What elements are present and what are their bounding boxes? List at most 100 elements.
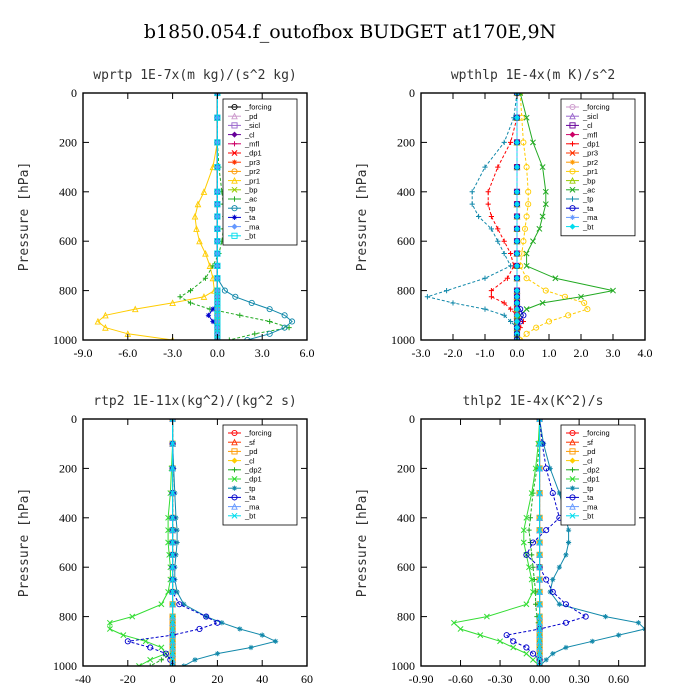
data-point [520,539,527,546]
data-point [169,656,176,663]
legend-marker [569,186,576,193]
data-point [536,225,543,232]
data-point [529,650,537,657]
data-point [536,650,543,657]
data-point [536,601,543,608]
legend-entry: _forcing [566,103,610,112]
data-point [165,539,172,546]
data-point [259,632,265,638]
legend-marker [231,438,238,446]
data-point [147,663,153,666]
data-point [194,200,202,208]
data-point [529,539,537,546]
x-tick-label: 0.60 [608,672,629,686]
legend-label: _bp [582,176,596,185]
data-point [169,625,176,632]
legend-label: _ta [244,213,256,222]
legend-label: _cl [244,456,255,465]
data-point [169,588,176,595]
data-point [174,527,180,533]
legend-label: _ta [244,493,256,502]
legend-label: _dp1 [244,475,262,484]
legend-label: _pd [244,112,258,121]
data-point [543,657,549,663]
data-point [578,293,584,300]
data-point [477,632,484,639]
legend-marker [569,457,576,464]
data-point [203,613,210,620]
legend-label: _ma [582,213,598,222]
legend-entry: _cl [566,456,593,465]
data-point [536,440,543,447]
legend-entry: _forcing [228,429,272,438]
data-point [169,613,176,620]
data-point [488,226,494,232]
legend-box [222,98,298,246]
legend-label: _bp [244,186,258,195]
legend-label: _forcing [582,429,610,438]
y-axis-label: Pressure [hPa] [17,162,32,272]
legend-marker [569,223,576,230]
y-axis-label: Pressure [hPa] [17,488,32,598]
legend-marker [231,168,238,175]
data-point [485,189,491,195]
data-point [129,613,136,620]
legend-marker [231,186,238,193]
data-point [169,632,176,639]
x-tick-label: -9.0 [74,346,93,360]
data-point [552,275,559,282]
data-point [266,306,273,313]
x-tick-label: -20 [120,672,136,686]
data-point [536,632,543,639]
data-point [523,306,530,313]
data-point [169,299,176,306]
legend-entry: _bt [566,222,594,231]
data-point [248,644,254,651]
data-point [513,250,521,257]
x-tick-label: 0.0 [510,346,525,360]
data-point [536,638,543,645]
data-point [169,527,176,534]
data-point [169,644,176,651]
x-tick-label: 60 [301,672,313,686]
legend-marker [231,232,238,239]
x-tick-label: 3.0 [606,346,621,360]
legend-entry: _ac [566,186,595,195]
legend-entry: _dp2 [228,466,262,475]
legend-marker [231,502,238,510]
plot-area [106,419,279,666]
y-axis-label: Pressure [hPa] [355,162,370,272]
series-bt [214,93,221,340]
data-point [501,312,507,318]
data-point [214,114,221,121]
data-point [531,576,537,583]
data-point [136,663,142,666]
y-tick-label: 0 [71,86,77,100]
legend-entry: _pr3 [566,149,598,158]
data-point [523,650,530,657]
legend-entry: _pr2 [566,158,598,167]
data-point [450,619,457,626]
legend-entry: _sf [228,438,256,447]
data-point [508,250,514,257]
data-point [174,539,180,546]
y-tick-label: 600 [397,234,415,248]
data-point [581,299,588,307]
y-tick-label: 200 [397,461,415,475]
legend-entry: _bt [566,512,594,521]
data-point [520,139,527,146]
legend-label: _dp1 [582,475,600,484]
data-point [501,250,507,257]
data-point [281,312,288,319]
data-point [169,564,176,571]
data-point [526,527,532,533]
data-point [539,164,546,171]
legend-label: _sicl [244,121,260,130]
x-tick-label: -0.90 [409,672,434,686]
data-point [200,188,208,195]
series-pr1 [94,93,221,340]
legend-label: _dp1 [244,149,262,158]
x-tick-label: 2.0 [574,346,589,360]
data-point [169,619,176,626]
y-tick-label: 600 [59,234,77,248]
